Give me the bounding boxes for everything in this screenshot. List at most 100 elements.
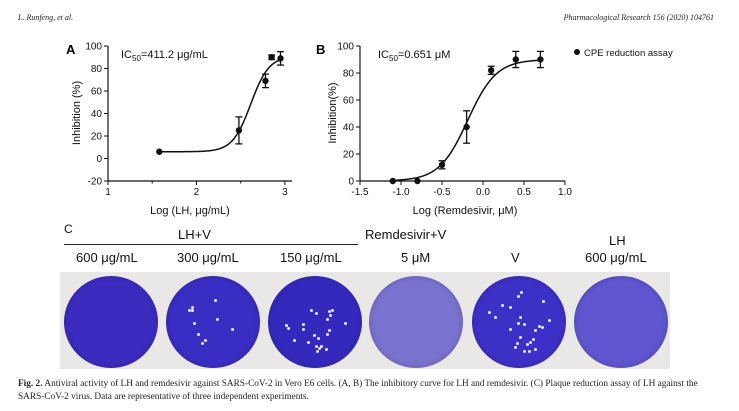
y-tick-label: 80 <box>91 64 103 75</box>
plaque-spot <box>529 340 533 344</box>
plaque-spot <box>547 318 551 322</box>
plate-virus-only <box>472 276 566 368</box>
condition-label-lh-only-600: 600 μg/mL <box>585 250 647 265</box>
plaque-spot <box>190 306 194 310</box>
plaque-spot <box>301 327 305 331</box>
data-point <box>277 55 284 62</box>
condition-label-remdesivir-5: 5 μM <box>401 250 431 265</box>
plaque-spot <box>488 310 492 314</box>
y-axis-label-b: Inhibition(%) <box>327 82 339 143</box>
y-tick-label: 100 <box>337 42 354 53</box>
plaque-spot <box>519 290 523 294</box>
plaque-spot <box>516 342 519 346</box>
plaque-spot <box>542 300 546 304</box>
group-label-lh: LH <box>609 233 626 248</box>
data-point <box>156 148 163 155</box>
plaque-spot <box>325 347 329 351</box>
plaque-spot <box>302 323 306 327</box>
y-tick-label: 0 <box>348 177 354 188</box>
plaque-spot <box>293 339 297 343</box>
x-tick-label: -0.5 <box>433 187 451 198</box>
x-tick-label: 0.0 <box>476 187 490 198</box>
ic50-annotation-b: IC50=0.651 μM <box>378 49 450 63</box>
caption-label: Fig. 2. <box>18 379 43 389</box>
plaque-spot <box>523 322 527 326</box>
condition-label-lh-600: 600 μg/mL <box>76 250 138 265</box>
y-tick-label: 60 <box>343 96 355 107</box>
data-point <box>438 161 446 168</box>
plate-lh-150 <box>268 276 362 368</box>
plaque-spot <box>513 345 517 349</box>
plaque-spot <box>216 318 220 322</box>
data-point <box>463 123 470 131</box>
y-tick-label: 100 <box>85 42 102 53</box>
running-header-authors: L. Runfeng, et al. <box>18 13 74 22</box>
plaque-spot <box>508 328 512 332</box>
data-point <box>389 177 396 185</box>
y-tick-label: 40 <box>91 109 103 120</box>
plaque-spot <box>325 317 329 321</box>
data-point <box>512 56 519 63</box>
plaque-spot <box>500 303 504 307</box>
plaque-spot <box>534 328 538 332</box>
plaque-spot <box>318 346 322 350</box>
plaque-spot <box>316 336 320 340</box>
plaque-spot <box>328 329 332 333</box>
plaque-spot <box>331 308 335 312</box>
plaque-spot <box>523 350 527 354</box>
x-axis-label-a: Log (LH, μg/mL) <box>150 205 230 217</box>
y-tick-label: 80 <box>343 69 355 80</box>
fit-curve <box>159 58 283 153</box>
y-tick-label: -20 <box>88 177 103 188</box>
plaque-spot <box>312 334 316 338</box>
plaque-spot <box>203 338 207 342</box>
group-label-lh-v: LH+V <box>178 227 211 242</box>
plaque-spot <box>533 348 537 351</box>
running-header-journal: Pharmacological Research 156 (2020) 1047… <box>563 13 714 22</box>
group-divider-line <box>64 244 358 245</box>
plaque-assay-photo <box>60 272 670 369</box>
y-tick-label: 40 <box>343 123 355 134</box>
plaque-spot <box>188 309 192 313</box>
plaque-spot <box>516 295 520 299</box>
condition-label-v: V <box>511 250 520 265</box>
plaque-spot <box>494 316 498 320</box>
plaque-spot <box>285 323 288 327</box>
plaque-spot <box>213 299 217 303</box>
plaque-spot <box>319 345 323 349</box>
plaque-spot <box>326 332 330 336</box>
plaque-spot <box>190 308 194 312</box>
figure-charts: A IC50=411.2 μg/mL Log (LH, μg/mL) Inhib… <box>66 42 673 218</box>
panel-letter-c: C <box>64 222 73 236</box>
y-tick-label: 0 <box>96 154 102 165</box>
data-point <box>268 54 275 61</box>
plaque-spot <box>517 321 520 325</box>
condition-label-lh-300: 300 μg/mL <box>177 250 239 265</box>
data-point <box>262 77 269 85</box>
x-tick-label: 0.5 <box>517 187 531 198</box>
figure-caption: Fig. 2. Antiviral activity of LH and rem… <box>18 378 723 404</box>
data-point <box>235 127 243 134</box>
plaque-spot <box>541 325 544 329</box>
plaque-spot <box>316 349 320 353</box>
plaque-spot <box>518 316 522 320</box>
plaque-spot <box>538 325 542 329</box>
panel-letter-b: B <box>316 42 325 57</box>
data-point <box>414 177 421 185</box>
plaque-spot <box>526 342 530 346</box>
x-tick-label: 3 <box>282 187 288 198</box>
condition-label-lh-150: 150 μg/mL <box>280 250 342 265</box>
legend-label: CPE reduction assay <box>584 48 673 59</box>
panel-letter-a: A <box>66 42 76 57</box>
plaque-spot <box>327 309 331 313</box>
plaque-spot <box>230 327 234 331</box>
y-axis-label-a: Inhibition (%) <box>71 81 83 145</box>
plaque-spot <box>309 309 313 312</box>
x-axis-label-b: Log (Remdesivir, μM) <box>413 205 518 217</box>
plate-lh-only-600 <box>574 276 668 368</box>
y-tick-label: 60 <box>91 87 103 98</box>
plate-lh-600 <box>64 276 158 368</box>
chart-b: B IC50=0.651 μM Log (Remdesivir, μM) Inh… <box>316 42 673 218</box>
plate-lh-300 <box>166 276 260 368</box>
x-tick-label: 1 <box>105 187 111 198</box>
